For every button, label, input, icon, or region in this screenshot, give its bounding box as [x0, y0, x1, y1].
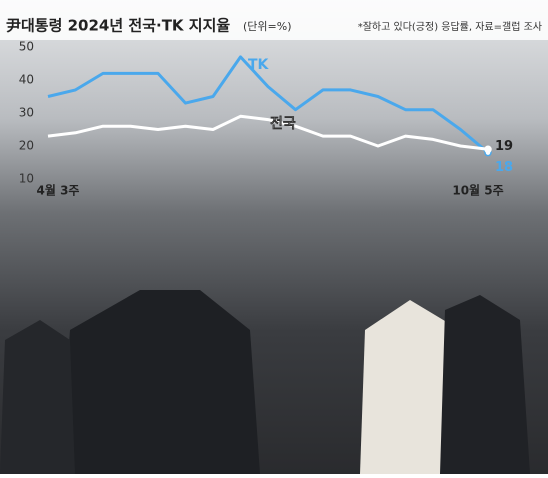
series-line [47, 114, 489, 151]
value-label: 19 [495, 139, 513, 154]
y-tick-label: 50 [19, 40, 34, 54]
y-tick-label: 10 [19, 172, 34, 186]
chart-title: 尹대통령 2024년 전국·TK 지지율 [6, 17, 230, 35]
series-line [47, 55, 489, 154]
figure-silhouette [440, 295, 530, 474]
figure-silhouette [60, 290, 260, 474]
end-marker [484, 145, 492, 154]
x-tick-label: 4월 3주 [37, 183, 80, 198]
header-band [0, 0, 548, 40]
y-tick-label: 20 [19, 139, 34, 153]
chart-subtitle: (단위=%) [243, 20, 292, 33]
y-tick-label: 40 [19, 73, 34, 87]
series-label: TK [248, 57, 270, 73]
x-tick-label: 10월 5주 [452, 183, 503, 198]
y-tick-label: 30 [19, 106, 34, 120]
figure-silhouette [0, 320, 75, 474]
source-note: *잘하고 있다(긍정) 응답률, 자료=갤럽 조사 [358, 20, 542, 33]
series-label: 전국 [270, 115, 296, 132]
value-label: 18 [495, 160, 513, 175]
